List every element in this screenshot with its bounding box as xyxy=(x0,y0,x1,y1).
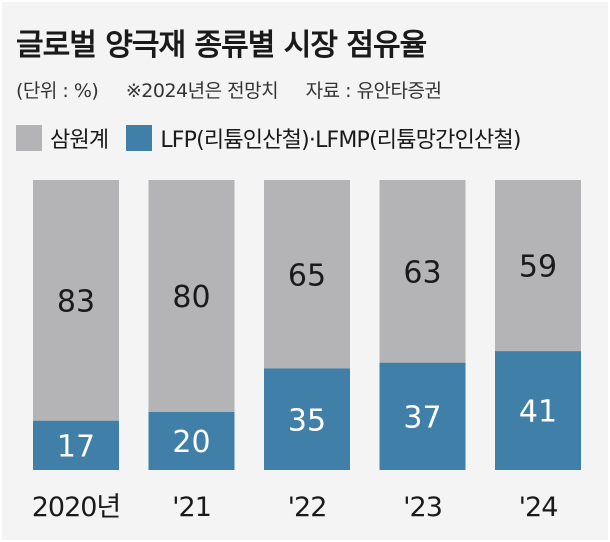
chart-meta: (단위 : %) ※2024년은 전망치 자료 : 유안타증권 xyxy=(16,76,596,103)
bar-lfp-2 xyxy=(264,368,350,470)
legend-label-ncm: 삼원계 xyxy=(50,128,109,153)
legend-swatch-ncm xyxy=(16,125,42,151)
x-tick-label-4: '24 xyxy=(519,492,558,523)
legend: 삼원계 LFP(리튬인산철)·LFMP(리튬망간인산철) xyxy=(16,122,606,154)
data-label-lfp-0: 17 xyxy=(57,429,95,464)
bar-lfp-0 xyxy=(33,420,119,470)
forecast-note: ※2024년은 전망치 xyxy=(125,80,279,102)
data-label-ncm-2: 65 xyxy=(288,258,326,293)
x-tick-label-0: 2020년 xyxy=(32,492,121,523)
data-label-ncm-0: 83 xyxy=(57,284,95,319)
bar-lfp-3 xyxy=(379,362,466,470)
bar-ncm-4 xyxy=(495,180,581,352)
data-label-lfp-4: 41 xyxy=(519,395,557,430)
data-label-lfp-3: 37 xyxy=(403,400,441,435)
legend-item-lfp: LFP(리튬인산철)·LFMP(리튬망간인산철) xyxy=(126,122,521,154)
bar-ncm-1 xyxy=(148,180,235,412)
x-tick-label-3: '23 xyxy=(403,492,442,523)
data-label-ncm-4: 59 xyxy=(519,250,557,285)
bar-lfp-4 xyxy=(495,351,581,470)
x-tick-label-2: '22 xyxy=(288,492,327,523)
data-label-ncm-3: 63 xyxy=(403,255,441,290)
bar-ncm-3 xyxy=(379,180,466,363)
data-label-lfp-1: 20 xyxy=(172,425,210,460)
legend-label-lfp: LFP(리튬인산철)·LFMP(리튬망간인산철) xyxy=(160,128,521,153)
bar-ncm-0 xyxy=(33,180,119,421)
data-label-ncm-1: 80 xyxy=(172,280,210,315)
bar-ncm-2 xyxy=(264,180,350,369)
x-tick-label-1: '21 xyxy=(172,492,211,523)
source-label: 자료 : 유안타증권 xyxy=(305,80,442,102)
bar-lfp-1 xyxy=(148,412,235,470)
legend-swatch-lfp xyxy=(126,125,153,151)
data-label-lfp-2: 35 xyxy=(288,403,326,438)
legend-item-ncm: 삼원계 xyxy=(16,122,109,154)
unit-label: (단위 : %) xyxy=(16,80,99,102)
chart-title: 글로벌 양극재 종류별 시장 점유율 xyxy=(16,28,427,63)
